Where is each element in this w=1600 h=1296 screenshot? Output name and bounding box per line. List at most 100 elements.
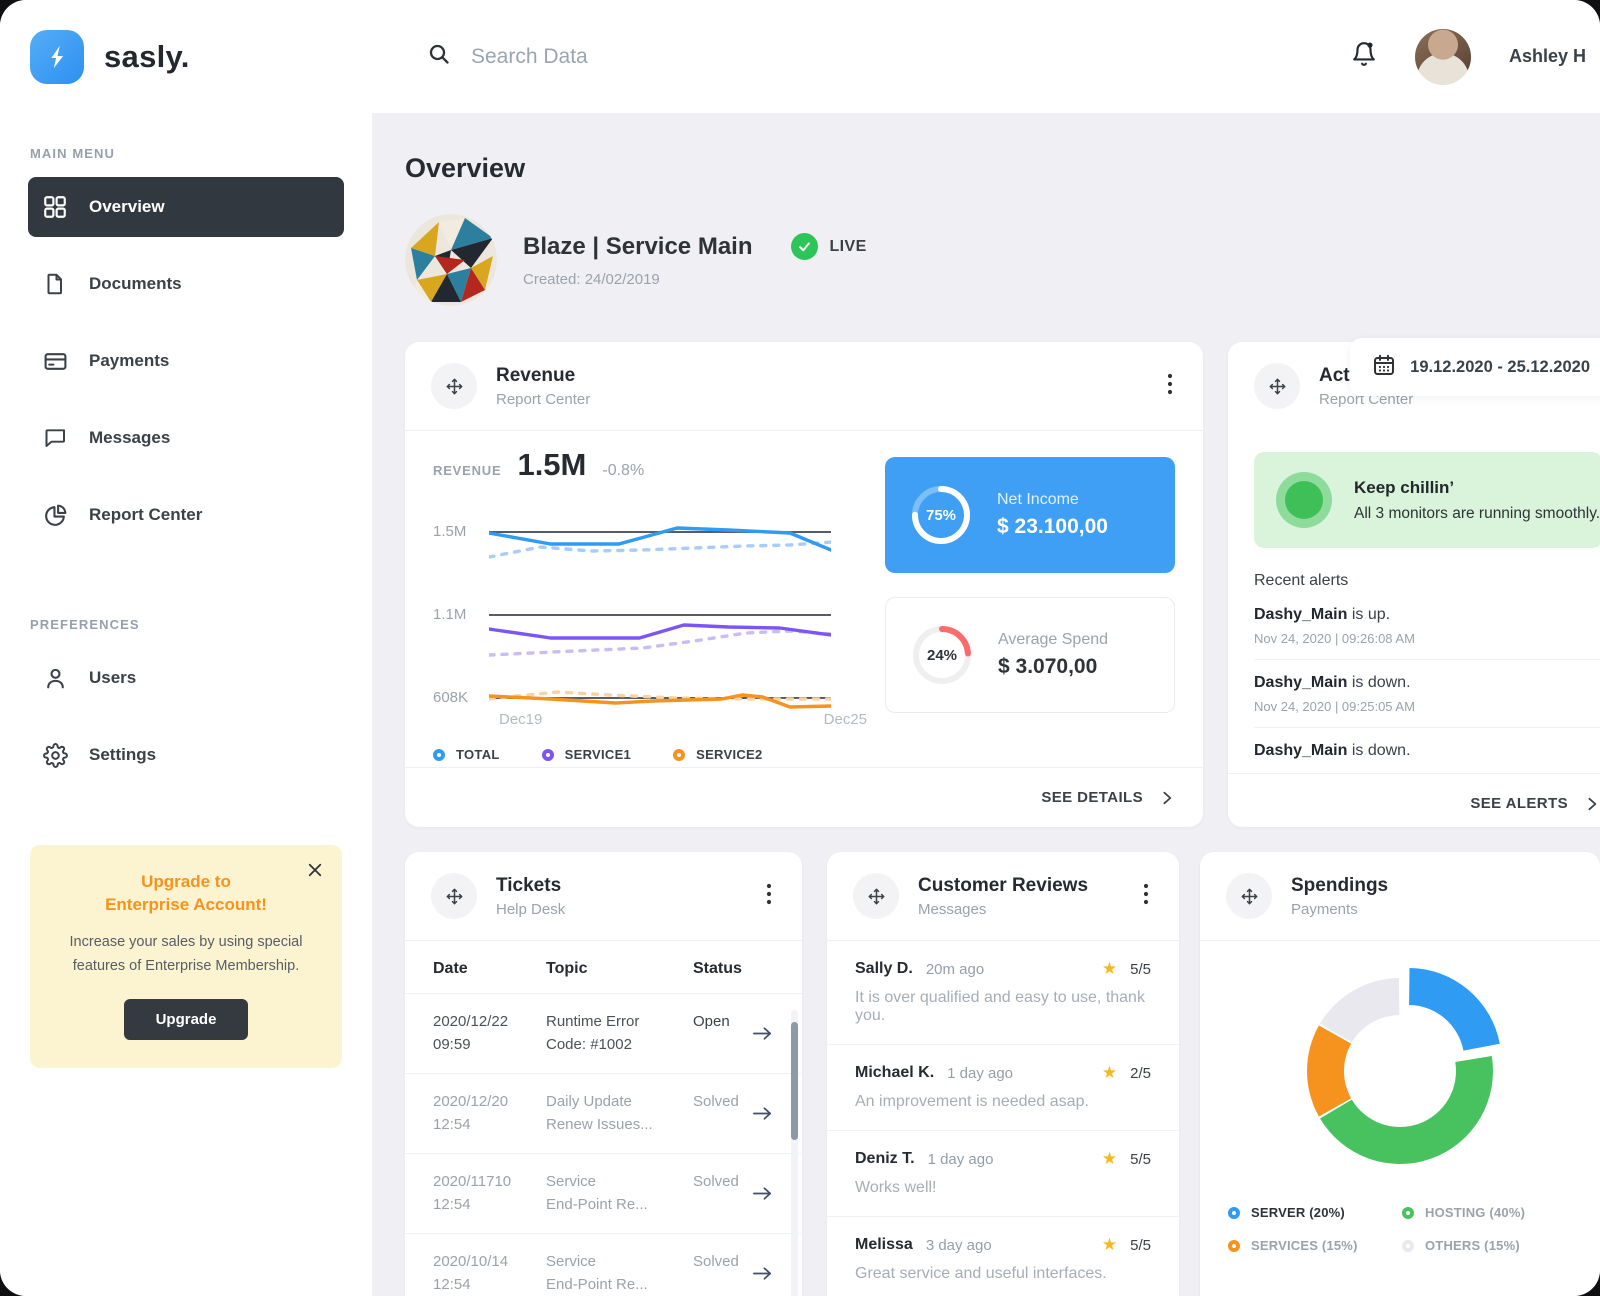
reviewer-name: Melissa	[855, 1236, 913, 1253]
series-service2-previous-	[489, 690, 831, 701]
revenue-card: Revenue Report Center REVENUE 1.5M	[405, 342, 1203, 827]
column-status: Status	[693, 960, 742, 977]
x-tick-2: Dec25	[823, 711, 867, 728]
sidebar-item-messages[interactable]: Messages	[28, 408, 344, 468]
list-item[interactable]: Michael K. 1 day ago ★ 2/5 An improvement is…	[827, 1045, 1179, 1131]
main-area: Ashley H Overview	[372, 0, 1600, 1296]
list-item[interactable]: Deniz T. 1 day ago ★ 5/5 Works well!	[827, 1131, 1179, 1217]
drag-handle-icon[interactable]	[1226, 873, 1272, 919]
content: Overview	[372, 113, 1600, 1296]
reviews-list: Sally D. 20m ago ★ 5/5 It is over qualified …	[827, 941, 1179, 1296]
reviewer-name: Deniz T.	[855, 1150, 915, 1167]
ticket-topic: Runtime Error Code: #1002	[546, 1013, 640, 1053]
table-row[interactable]: 2020/12/22 09:59 Runtime Error Code: #1002 O…	[405, 994, 802, 1074]
close-icon[interactable]	[306, 861, 324, 884]
credit-card-icon	[41, 347, 69, 375]
alert-item[interactable]: Dashy_Main is down. Nov 24, 2020 | 09:25:…	[1254, 660, 1600, 728]
search-input[interactable]	[471, 44, 891, 69]
arrow-right-icon[interactable]	[751, 1171, 774, 1216]
table-row[interactable]: 2020/12/20 12:54 Daily Update Renew Issues.…	[405, 1074, 802, 1154]
star-icon: ★	[1101, 959, 1118, 978]
sidebar-item-payments[interactable]: Payments	[28, 331, 344, 391]
legend-item-services[interactable]: SERVICES (15%)	[1228, 1238, 1398, 1253]
review-time: 20m ago	[925, 960, 985, 978]
reviewer-name: Sally D.	[855, 960, 913, 977]
notifications-bell-icon[interactable]	[1351, 41, 1377, 72]
star-icon: ★	[1101, 1063, 1118, 1082]
arrow-right-icon[interactable]	[751, 1251, 774, 1296]
review-text: An improvement is needed asap.	[855, 1093, 1089, 1110]
legend-item-others[interactable]: OTHERS (15%)	[1402, 1238, 1572, 1253]
review-time: 1 day ago	[947, 1064, 1014, 1082]
metric-delta: -0.8%	[602, 462, 645, 479]
grid-icon	[41, 193, 69, 221]
drag-handle-icon[interactable]	[1254, 363, 1300, 409]
drag-handle-icon[interactable]	[431, 873, 477, 919]
table-row[interactable]: 2020/10/14 12:54 Service End-Point Re... Sol…	[405, 1234, 802, 1296]
average-spend-pct: 24%	[926, 646, 958, 664]
legend-item-total[interactable]: TOTAL	[433, 747, 500, 762]
date-range-picker[interactable]: 19.12.2020 - 25.12.2020	[1350, 338, 1600, 396]
kebab-menu-icon[interactable]	[1163, 368, 1177, 405]
revenue-stats: 75% Net Income $ 23.100,00	[885, 447, 1175, 767]
donut-slice-hosting[interactable]	[1320, 1055, 1493, 1164]
user-avatar[interactable]	[1414, 28, 1471, 85]
y-tick-3: 608K	[433, 689, 469, 706]
sidebar-item-overview[interactable]: Overview	[28, 177, 344, 237]
customer-reviews-card: Customer Reviews Messages Sally D. 20m ag…	[827, 852, 1179, 1296]
chevron-right-icon	[1588, 797, 1597, 810]
sidebar-item-documents[interactable]: Documents	[28, 254, 344, 314]
arrow-right-icon[interactable]	[751, 1091, 774, 1136]
star-icon: ★	[1101, 1149, 1118, 1168]
alert-item[interactable]: Dashy_Main is up. Nov 24, 2020 | 09:26:08…	[1254, 592, 1600, 660]
card-title: Spendings	[1291, 874, 1389, 896]
alert-item[interactable]: Dashy_Main is down.	[1254, 728, 1600, 773]
upgrade-button[interactable]: Upgrade	[123, 998, 249, 1040]
legend-label: OTHERS (15%)	[1425, 1238, 1520, 1253]
spendings-legend: SERVER (20%) HOSTING (40%) SERVICES (15%) O…	[1200, 1191, 1600, 1253]
review-rating: 5/5	[1130, 1236, 1151, 1254]
metric-value: 1.5M	[517, 447, 587, 482]
project-avatar	[405, 214, 497, 306]
scrollbar-thumb[interactable]	[791, 1022, 798, 1140]
series-total	[489, 526, 831, 552]
legend-item-service1[interactable]: SERVICE1	[541, 747, 631, 762]
legend-item-server[interactable]: SERVER (20%)	[1228, 1205, 1398, 1220]
net-income-value: $ 23.100,00	[997, 515, 1108, 538]
legend-dot-icon	[541, 748, 554, 761]
drag-handle-icon[interactable]	[431, 363, 477, 409]
topbar: Ashley H	[372, 0, 1600, 113]
user-name[interactable]: Ashley H	[1508, 46, 1586, 66]
table-row[interactable]: 2020/11710 12:54 Service End-Point Re... Sol…	[405, 1154, 802, 1234]
review-text: Great service and useful interfaces.	[855, 1265, 1107, 1282]
see-details-button[interactable]: SEE DETAILS	[405, 767, 1203, 827]
revenue-line-chart: 1.5M 1.1M 608K Dec19 Dec25	[433, 499, 885, 735]
legend-item-service2[interactable]: SERVICE2	[673, 747, 762, 762]
review-text: It is over qualified and easy to use, th…	[855, 989, 1145, 1024]
banner-title: Keep chillin’	[1354, 477, 1455, 497]
list-item[interactable]: Sally D. 20m ago ★ 5/5 It is over qualified …	[827, 941, 1179, 1045]
kebab-menu-icon[interactable]	[1139, 878, 1153, 915]
reviewer-name: Michael K.	[855, 1064, 935, 1081]
kebab-menu-icon[interactable]	[762, 878, 776, 915]
sidebar-item-settings[interactable]: Settings	[28, 725, 344, 785]
legend-item-hosting[interactable]: HOSTING (40%)	[1402, 1205, 1572, 1220]
donut-slice-services[interactable]	[1307, 1025, 1352, 1117]
card-subtitle: Help Desk	[496, 900, 566, 918]
review-time: 1 day ago	[927, 1150, 994, 1168]
sidebar-item-users[interactable]: Users	[28, 648, 344, 708]
tickets-scrollbar[interactable]	[791, 1010, 798, 1296]
legend-dot-icon	[1228, 1239, 1240, 1252]
series-total-previous-	[489, 540, 831, 559]
project-info: Blaze | Service Main LIVE Created: 24/02…	[523, 233, 867, 288]
card-subtitle: Messages	[918, 900, 987, 918]
status-dot-icon	[1276, 472, 1332, 528]
arrow-right-icon[interactable]	[751, 1011, 774, 1056]
sidebar-item-report-center[interactable]: Report Center	[28, 485, 344, 545]
donut-slice-others[interactable]	[1320, 978, 1400, 1043]
review-header: Michael K. 1 day ago ★ 2/5	[855, 1063, 1151, 1083]
list-item[interactable]: Melissa 3 day ago ★ 5/5 Great service and us…	[827, 1217, 1179, 1296]
drag-handle-icon[interactable]	[853, 873, 899, 919]
see-alerts-button[interactable]: SEE ALERTS	[1228, 773, 1600, 833]
donut-slice-server[interactable]	[1409, 968, 1500, 1051]
